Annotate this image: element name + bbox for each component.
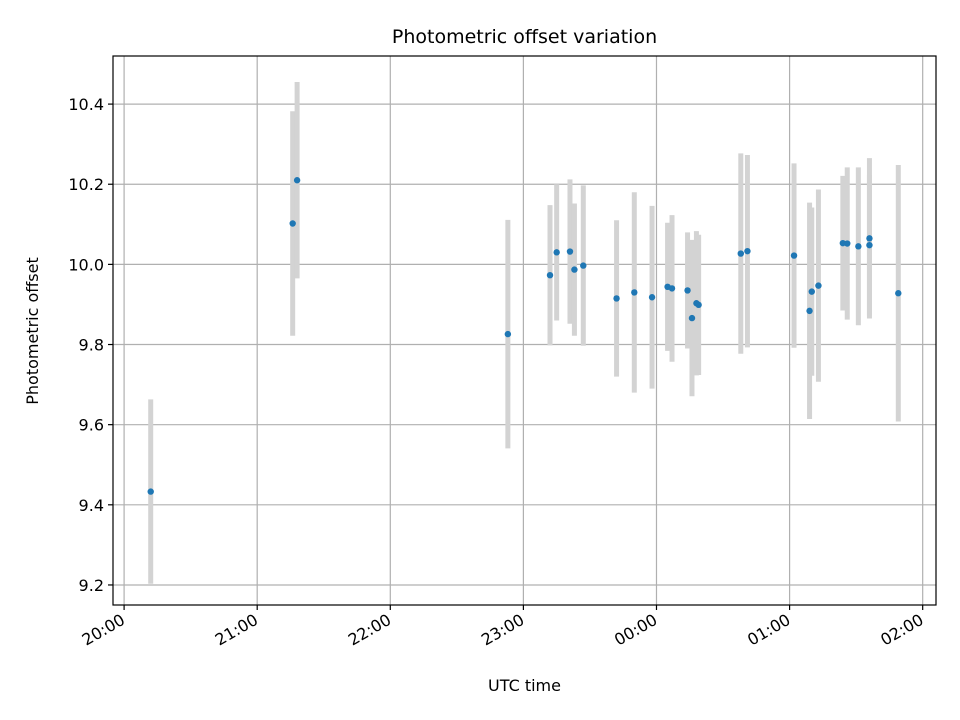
data-point — [504, 330, 512, 338]
data-point — [580, 262, 587, 269]
data-point — [866, 241, 873, 249]
chart-title: Photometric offset variation — [392, 26, 657, 48]
data-point — [895, 290, 902, 297]
data-point — [844, 240, 851, 247]
grid — [113, 56, 936, 605]
data-point — [289, 220, 296, 227]
data-point — [147, 488, 154, 495]
plot-area-frame — [112, 55, 937, 606]
data-point — [553, 249, 560, 256]
data-point — [688, 314, 696, 322]
data-point — [806, 307, 813, 315]
y-tick-label: 10.2 — [68, 175, 104, 194]
data-point — [613, 295, 620, 302]
data-point — [808, 288, 815, 295]
data-point — [293, 177, 301, 184]
y-tick-label: 9.8 — [79, 336, 104, 355]
y-tick-label: 9.2 — [79, 576, 104, 595]
data-point — [546, 271, 554, 279]
y-tick-label: 10.4 — [68, 95, 104, 114]
data-point — [571, 266, 578, 273]
data-point — [566, 248, 574, 255]
data-point — [744, 247, 751, 255]
data-point — [668, 285, 676, 292]
data-point — [695, 301, 702, 309]
data-point — [855, 243, 862, 250]
data-point — [648, 294, 656, 301]
y-tick-label: 9.6 — [79, 416, 104, 435]
y-tick-label: 9.4 — [79, 496, 104, 515]
y-tick-label: 10.0 — [68, 255, 104, 274]
y-axis: 9.2 9.4 9.6 9.8 10.0 10.2 10.4 — [68, 95, 113, 595]
data-point — [866, 235, 873, 242]
data-point — [790, 252, 798, 259]
data-points — [147, 177, 902, 495]
data-point — [815, 282, 822, 289]
data-point — [737, 250, 744, 257]
data-point — [631, 289, 638, 296]
y-axis-title: Photometric offset — [23, 257, 42, 405]
x-axis-title: UTC time — [488, 676, 561, 695]
data-point — [684, 287, 691, 294]
